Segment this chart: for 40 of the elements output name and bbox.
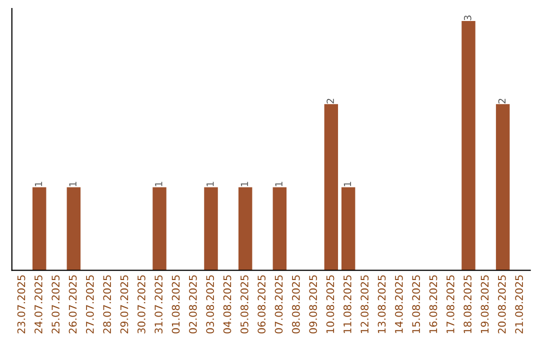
x-tick-label: 26.07.2025: [68, 275, 77, 334]
data-label: 1: [69, 182, 76, 186]
x-tick-label: 06.08.2025: [258, 275, 266, 334]
x-tick-label: 21.08.2025: [515, 275, 524, 334]
x-tick-label: 11.08.2025: [343, 275, 352, 333]
data-label: 3: [464, 16, 472, 20]
data-label: 2: [326, 98, 334, 104]
data-label: 1: [275, 182, 282, 186]
x-tick-label: 10.08.2025: [326, 275, 334, 333]
x-tick-label: 15.08.2025: [412, 275, 420, 333]
x-tick-label: 23.07.2025: [17, 275, 26, 334]
x-tick-label: 18.08.2025: [464, 275, 472, 333]
x-tick-label: 02.08.2025: [188, 275, 197, 334]
data-label: 2: [498, 98, 506, 104]
x-tick-label: 20.08.2025: [498, 275, 506, 334]
x-tick-label: 03.08.2025: [206, 275, 214, 334]
data-label: 1: [34, 182, 42, 186]
x-tick-label: 14.08.2025: [394, 275, 403, 333]
x-tick-label: 17.08.2025: [446, 275, 454, 333]
data-label: 1: [155, 182, 162, 186]
x-tick-label: 05.08.2025: [240, 275, 248, 334]
x-tick-label: 01.08.2025: [172, 275, 180, 334]
x-tick-label: 08.08.2025: [292, 275, 300, 334]
x-tick-label: 07.08.2025: [274, 275, 283, 334]
data-label: 1: [344, 182, 352, 186]
x-tick-label: 04.08.2025: [223, 275, 232, 334]
x-tick-label: 25.07.2025: [52, 275, 60, 334]
x-tick-label: 24.07.2025: [34, 275, 42, 334]
x-tick-label: 12.08.2025: [360, 275, 369, 333]
x-tick-label: 16.08.2025: [429, 275, 438, 333]
x-tick-label: 30.07.2025: [137, 275, 146, 334]
x-tick-label: 29.07.2025: [120, 275, 128, 334]
x-tick-label: 31.07.2025: [154, 275, 163, 334]
data-label: 1: [240, 182, 248, 186]
x-tick-label: 28.07.2025: [103, 275, 112, 334]
x-tick-label: 09.08.2025: [309, 275, 318, 334]
x-tick-label: 13.08.2025: [378, 275, 386, 333]
data-label: 1: [206, 182, 214, 186]
x-tick-label: 19.08.2025: [480, 275, 489, 333]
x-tick-label: 27.07.2025: [86, 275, 94, 334]
